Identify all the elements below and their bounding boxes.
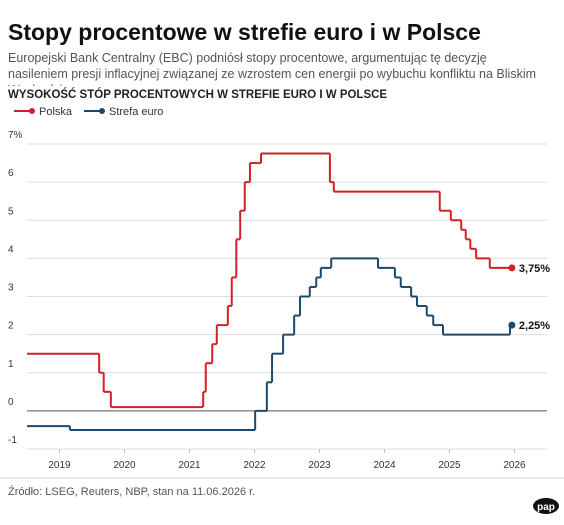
legend-dot — [99, 108, 105, 114]
logo: pap — [537, 502, 555, 513]
end-label: 3,75% — [519, 263, 550, 275]
legend-label: Strefa euro — [109, 106, 163, 118]
x-tick-label: 2026 — [503, 460, 526, 471]
x-tick-label: 2019 — [48, 460, 71, 471]
x-tick-label: 2020 — [113, 460, 136, 471]
y-tick-label: 5 — [8, 206, 14, 217]
y-tick-label: 1 — [8, 359, 14, 370]
y-tick-label: 7% — [8, 130, 23, 141]
y-tick-label: -1 — [8, 435, 17, 446]
end-marker — [508, 264, 516, 272]
x-tick-label: 2025 — [438, 460, 461, 471]
y-tick-label: 6 — [8, 168, 14, 179]
chart-title: WYSOKOŚĆ STÓP PROCENTOWYCH W STREFIE EUR… — [8, 88, 387, 101]
y-tick-label: 4 — [8, 244, 14, 255]
x-tick-label: 2023 — [308, 460, 331, 471]
x-tick-label: 2022 — [243, 460, 266, 471]
subtitle-box: Europejski Bank Centralny (EBC) podniósł… — [8, 51, 537, 86]
x-tick-label: 2021 — [178, 460, 201, 471]
y-tick-label: 3 — [8, 283, 14, 294]
source: Źródło: LSEG, Reuters, NBP, stan na 11.0… — [8, 485, 255, 498]
title: Stopy procentowe w strefie euro i w Pols… — [8, 19, 481, 45]
end-marker — [508, 321, 516, 329]
y-tick-label: 0 — [8, 397, 14, 408]
y-tick-label: 2 — [8, 321, 14, 332]
legend-dot — [29, 108, 35, 114]
subtitle: Europejski Bank Centralny (EBC) podniósł… — [8, 51, 537, 86]
logo-bg — [533, 498, 559, 514]
end-label: 2,25% — [519, 320, 550, 332]
x-tick-label: 2024 — [373, 460, 396, 471]
legend-label: Polska — [39, 106, 73, 118]
